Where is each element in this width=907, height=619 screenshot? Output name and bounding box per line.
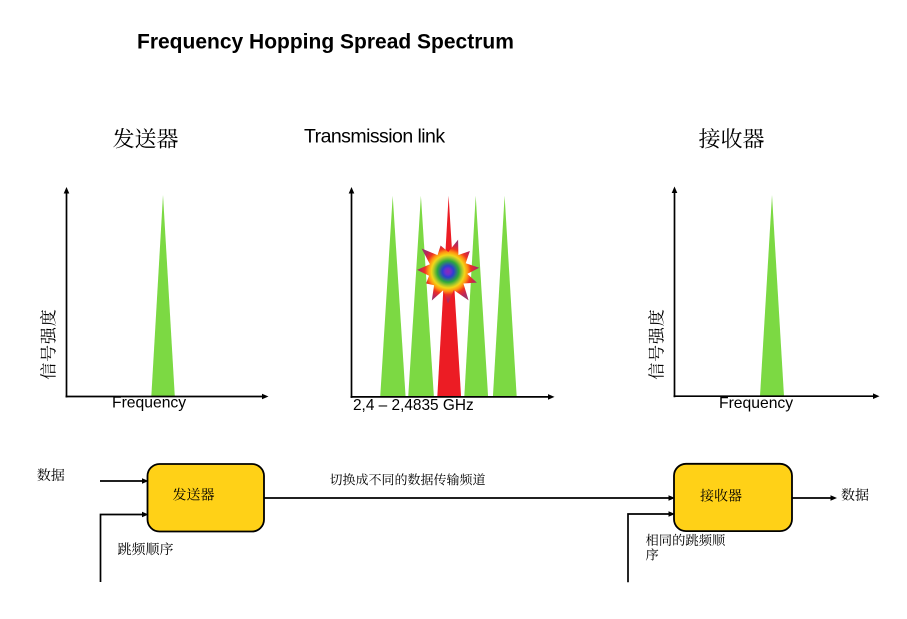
svg-text:Frequency: Frequency <box>112 395 186 412</box>
svg-text:2,4 – 2,4835 GHz: 2,4 – 2,4835 GHz <box>353 397 474 414</box>
svg-text:Frequency: Frequency <box>719 395 793 412</box>
svg-text:Frequency Hopping Spread Spect: Frequency Hopping Spread Spectrum <box>137 31 514 54</box>
svg-text:Transmission link: Transmission link <box>304 126 445 148</box>
